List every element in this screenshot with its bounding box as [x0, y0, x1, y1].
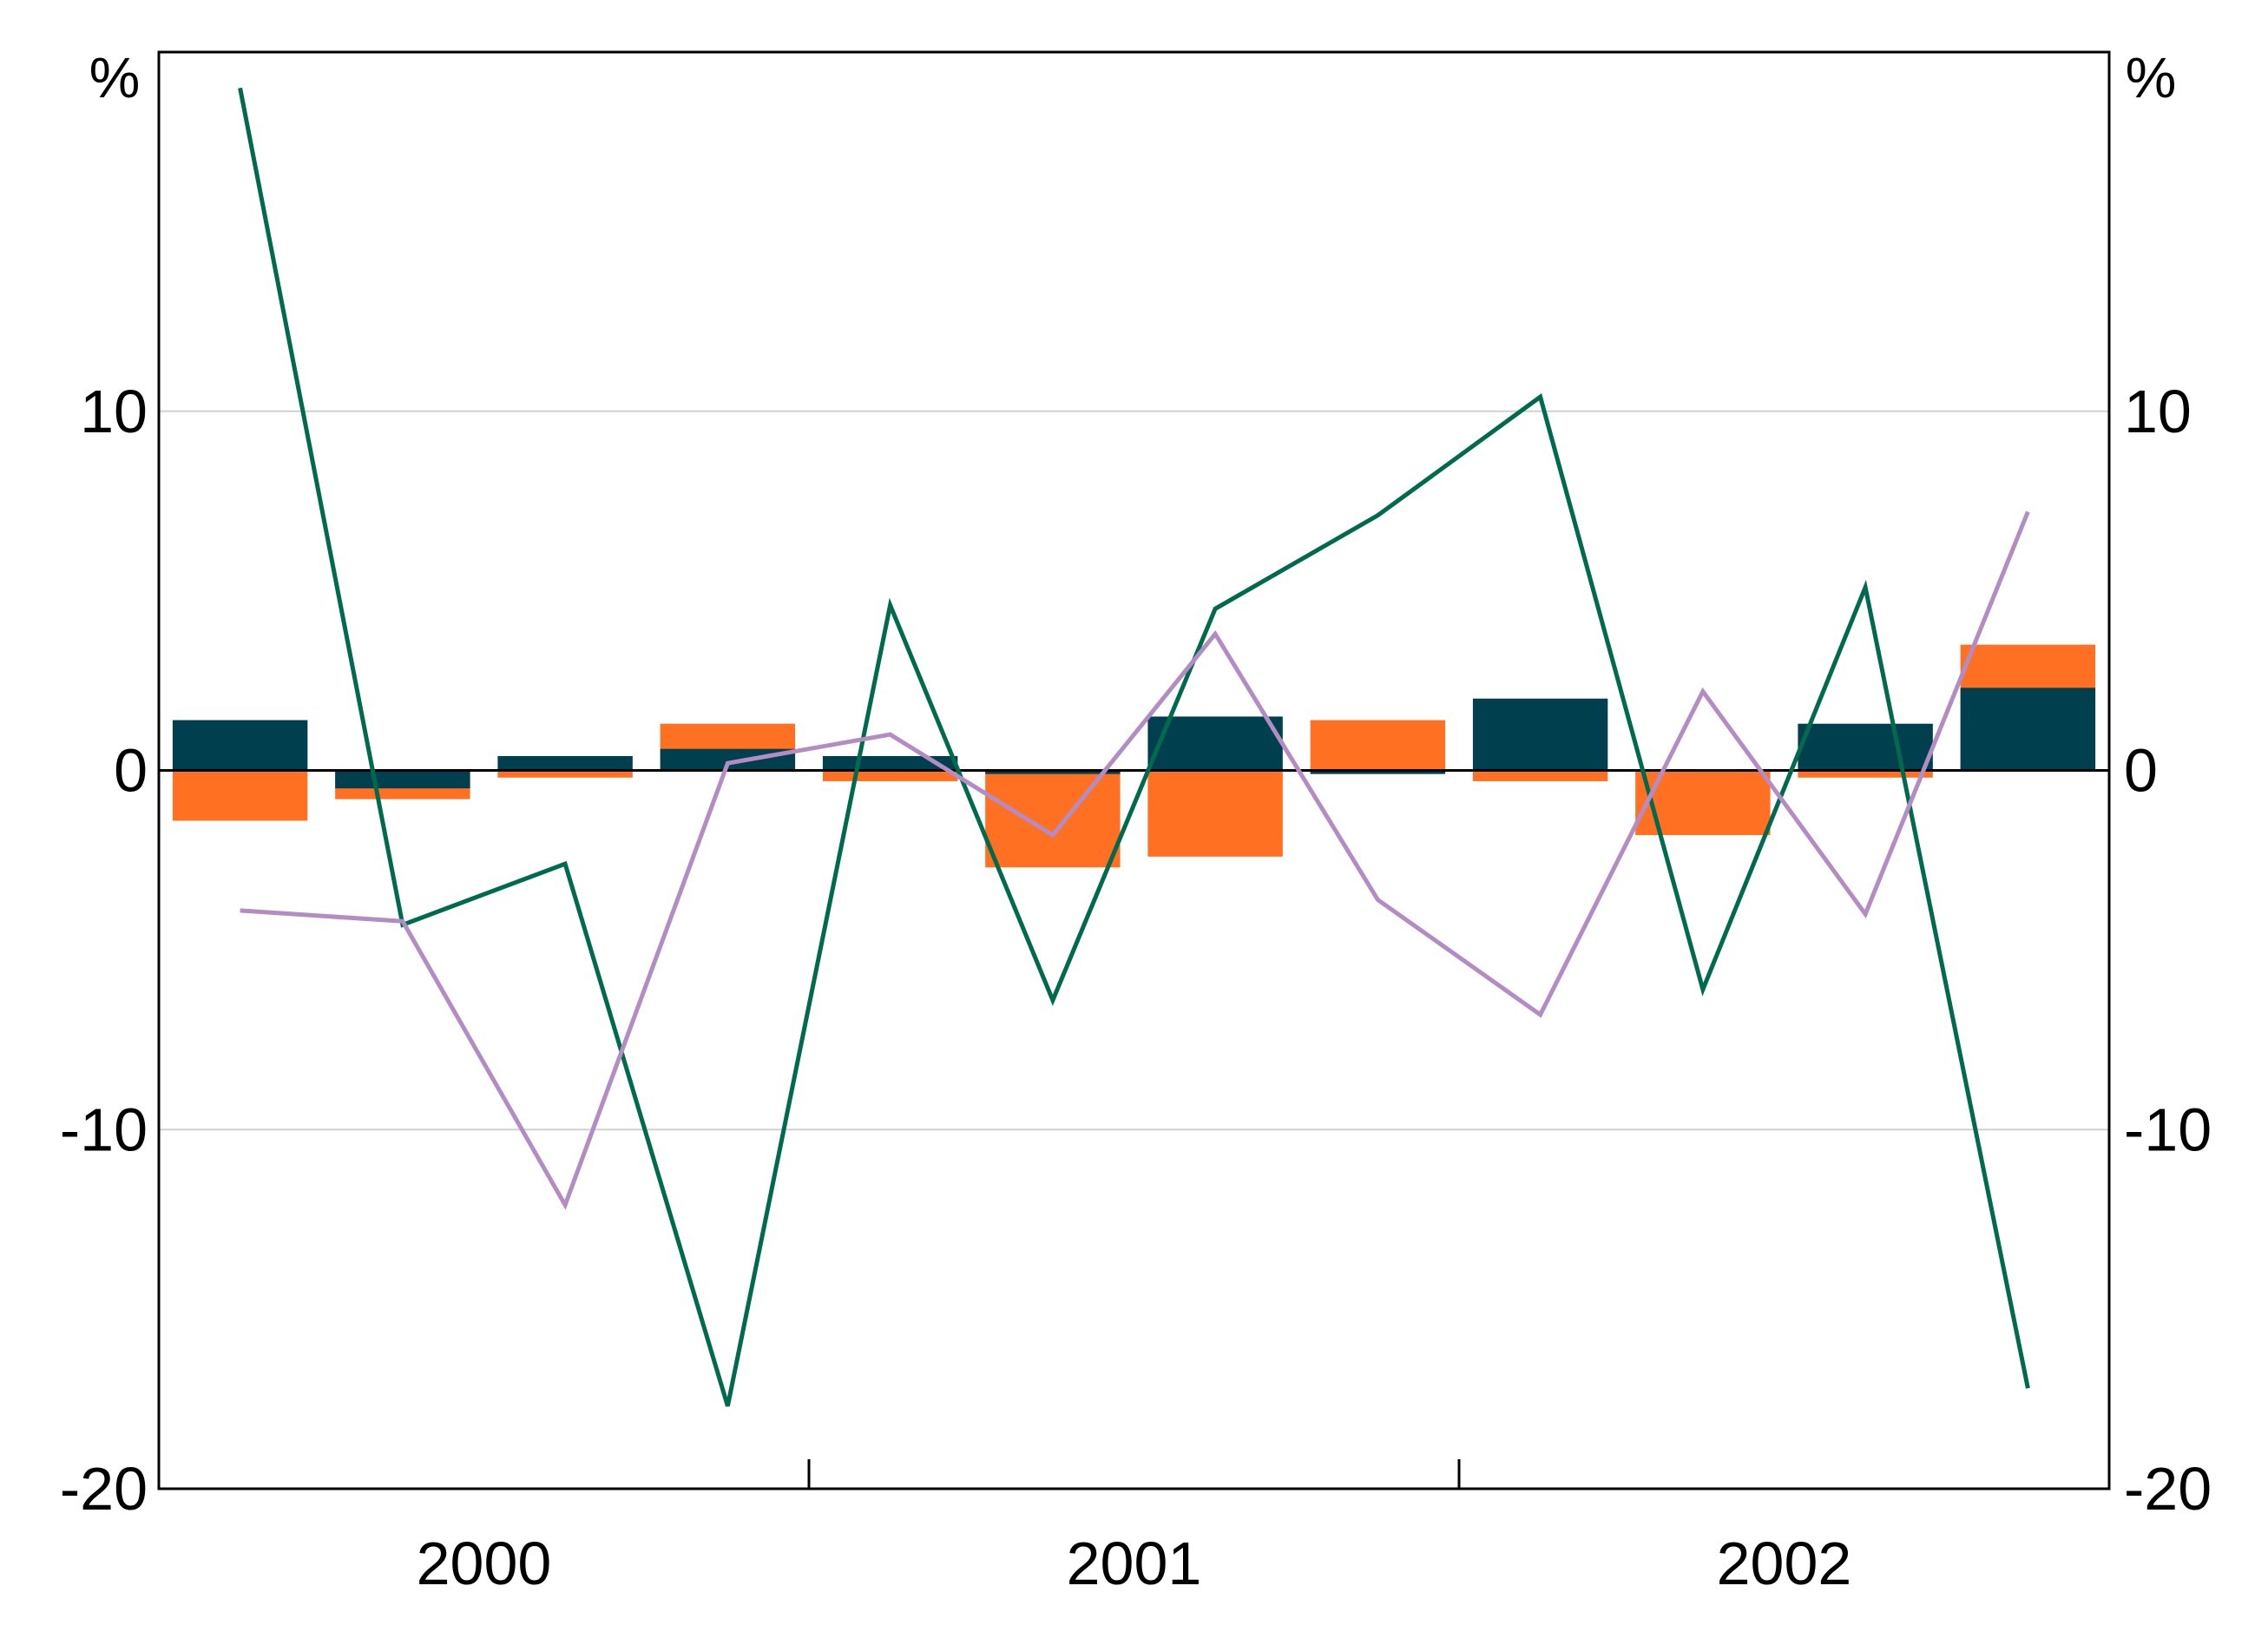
left-axis-unit: %	[89, 45, 141, 109]
bar-s0-6	[1147, 770, 1283, 857]
bar-s0-0	[172, 770, 308, 821]
bar-s0-5	[985, 770, 1121, 868]
y-tick-label-right-0: -20	[2124, 1455, 2212, 1523]
x-group-label-1: 2001	[1067, 1530, 1202, 1597]
bar-s1-8	[1472, 698, 1608, 771]
y-tick-label-right-3: 10	[2124, 378, 2192, 445]
bar-s1-5	[985, 770, 1121, 774]
y-tick-label-left-1: -10	[60, 1096, 148, 1163]
right-axis-unit: %	[2126, 45, 2177, 109]
bar-s0-8	[1472, 770, 1608, 781]
y-tick-label-left-0: -20	[60, 1455, 148, 1523]
bar-s1-2	[497, 755, 633, 771]
bar-s0-4	[822, 770, 958, 781]
line-series-0	[238, 87, 2030, 1407]
x-group-label-2: 2002	[1717, 1530, 1852, 1597]
bar-s0-7	[1310, 720, 1446, 771]
bar-s1-6	[1147, 716, 1283, 771]
labels-layer: -20 -20 -10 -10 0 0 10 10 2000 2001 2002	[60, 378, 2212, 1597]
bar-s1-0	[172, 720, 308, 771]
ticks-layer	[807, 1459, 1461, 1489]
line-series-1	[240, 510, 2030, 1210]
lines-layer	[238, 87, 2030, 1407]
bars-layer	[172, 644, 2096, 868]
y-tick-label-right-2: 0	[2124, 737, 2158, 805]
bar-s1-7	[1310, 770, 1446, 774]
bar-s0-2	[497, 770, 633, 778]
y-tick-label-left-2: 0	[114, 737, 148, 805]
bar-s1-1	[335, 770, 470, 789]
bar-s0-10	[1798, 770, 1933, 778]
y-tick-label-left-3: 10	[80, 378, 148, 445]
plot-frame	[157, 50, 2111, 1490]
grid-layer	[159, 410, 2109, 1131]
bar-s1-11	[1960, 688, 2096, 771]
bar-s1-10	[1798, 723, 1933, 771]
x-group-label-0: 2000	[417, 1530, 552, 1597]
y-tick-label-right-1: -10	[2124, 1096, 2212, 1163]
